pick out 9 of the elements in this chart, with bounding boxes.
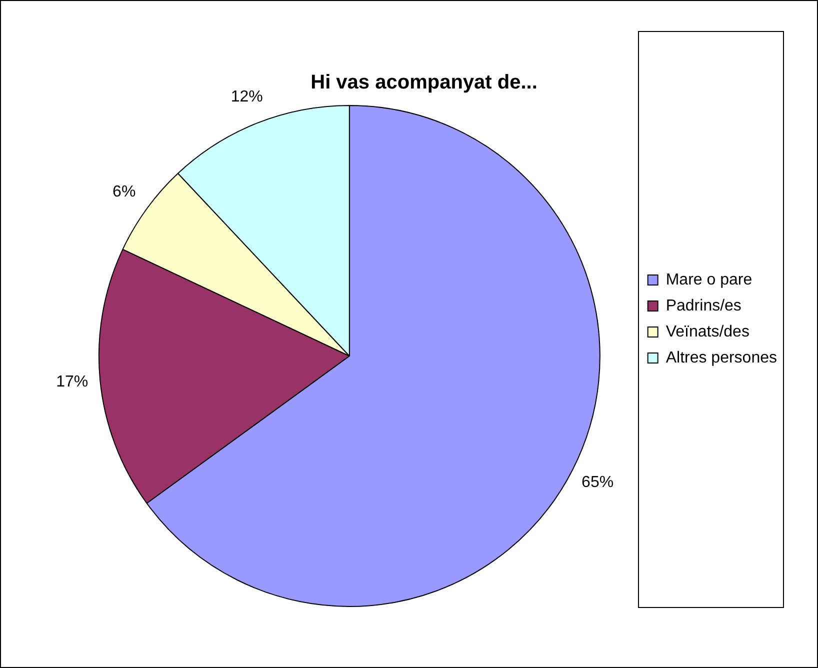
data-label: 12% (230, 88, 263, 106)
data-label: 6% (112, 184, 136, 201)
legend-label: Altres persones (666, 349, 778, 366)
legend-label: Mare o pare (666, 271, 752, 288)
chart-title: Hi vas acompanyat de... (310, 72, 538, 94)
data-label: 17% (56, 374, 88, 391)
data-label: 65% (582, 474, 614, 491)
legend-label: Veïnats/des (666, 323, 750, 340)
legend-label: Padrins/es (666, 297, 742, 314)
